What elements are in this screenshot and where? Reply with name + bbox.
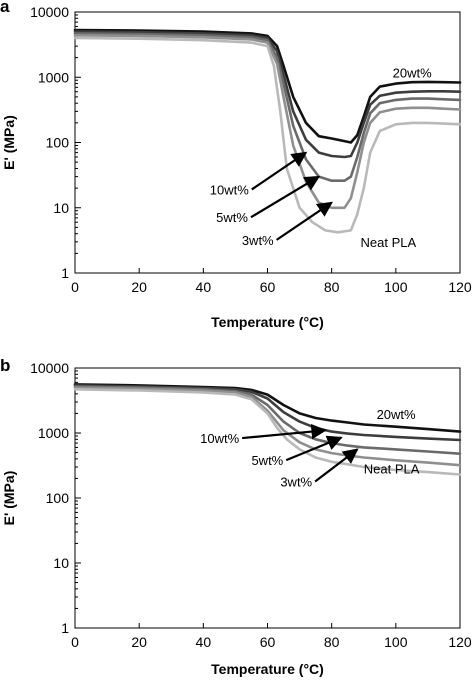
y-tick-label: 1000 [38, 425, 69, 441]
x-tick-label: 100 [384, 634, 408, 650]
annotation-label: 3wt% [242, 233, 274, 248]
y-tick-label: 10 [53, 555, 69, 571]
x-tick-label: 0 [71, 634, 79, 650]
x-tick-label: 120 [448, 279, 472, 295]
x-tick-label: 120 [448, 634, 472, 650]
annotation-label: 5wt% [216, 210, 248, 225]
annotation-arrow [285, 435, 343, 462]
annotation-label: 10wt% [200, 431, 239, 446]
chart-a: 0 20 40 60 80 100 120110100100010000Temperatur… [1, 4, 472, 330]
x-tick-label: 100 [384, 279, 408, 295]
x-tick-label: 40 [196, 634, 212, 650]
y-tick-label: 10000 [30, 360, 69, 376]
panel-a: a 0 20 40 60 80 100 120110100100010000Temperat… [0, 0, 472, 330]
y-tick-label: 10000 [30, 4, 69, 20]
annotation-label: 3wt% [280, 475, 312, 490]
x-axis-title: Temperature (°C) [211, 661, 324, 677]
annotation-arrow [242, 423, 327, 440]
series-line-neat-pla [73, 36, 462, 234]
y-axis-title: E' (MPa) [1, 115, 17, 170]
x-tick-label: 60 [260, 634, 276, 650]
y-tick-label: 100 [46, 490, 70, 506]
x-tick-label: 0 [71, 279, 79, 295]
series-line-10wt- [73, 384, 462, 442]
annotation-label: 10wt% [210, 182, 249, 197]
x-tick-label: 60 [260, 279, 276, 295]
series-line-3wt- [73, 386, 462, 467]
annotation-label: 5wt% [251, 453, 283, 468]
series-line-3wt- [73, 33, 462, 210]
annotation-arrow [314, 448, 359, 483]
annotation-label: Neat PLA [361, 235, 417, 250]
series-line-neat-pla [73, 387, 462, 476]
series-line-10wt- [73, 30, 462, 159]
y-tick-label: 1 [61, 620, 69, 636]
y-tick-label: 1000 [38, 69, 69, 85]
y-tick-label: 100 [46, 135, 70, 151]
annotation-label: Neat PLA [364, 461, 420, 476]
x-tick-label: 80 [324, 634, 340, 650]
y-tick-label: 10 [53, 200, 69, 216]
x-tick-label: 20 [131, 279, 147, 295]
x-tick-label: 80 [324, 279, 340, 295]
series-line-5wt- [73, 32, 462, 182]
y-tick-label: 1 [61, 265, 69, 281]
annotation-arrow [276, 201, 333, 241]
annotation-label: 20wt% [377, 407, 416, 422]
series-line-20wt- [73, 28, 462, 144]
panel-a-letter: a [0, 0, 10, 16]
panel-b: b 0 20 40 60 80 100 120110100100010000Temperat… [0, 356, 472, 677]
y-axis-title: E' (MPa) [1, 471, 17, 526]
x-tick-label: 40 [196, 279, 212, 295]
x-axis-title: Temperature (°C) [211, 314, 324, 330]
panel-b-letter: b [0, 356, 10, 375]
annotation-arrow [251, 151, 308, 191]
x-tick-label: 20 [131, 634, 147, 650]
chart-b: 0 20 40 60 80 100 120110100100010000Temperatur… [1, 360, 472, 677]
annotation-arrow [250, 175, 321, 219]
annotation-label: 20wt% [393, 65, 432, 80]
